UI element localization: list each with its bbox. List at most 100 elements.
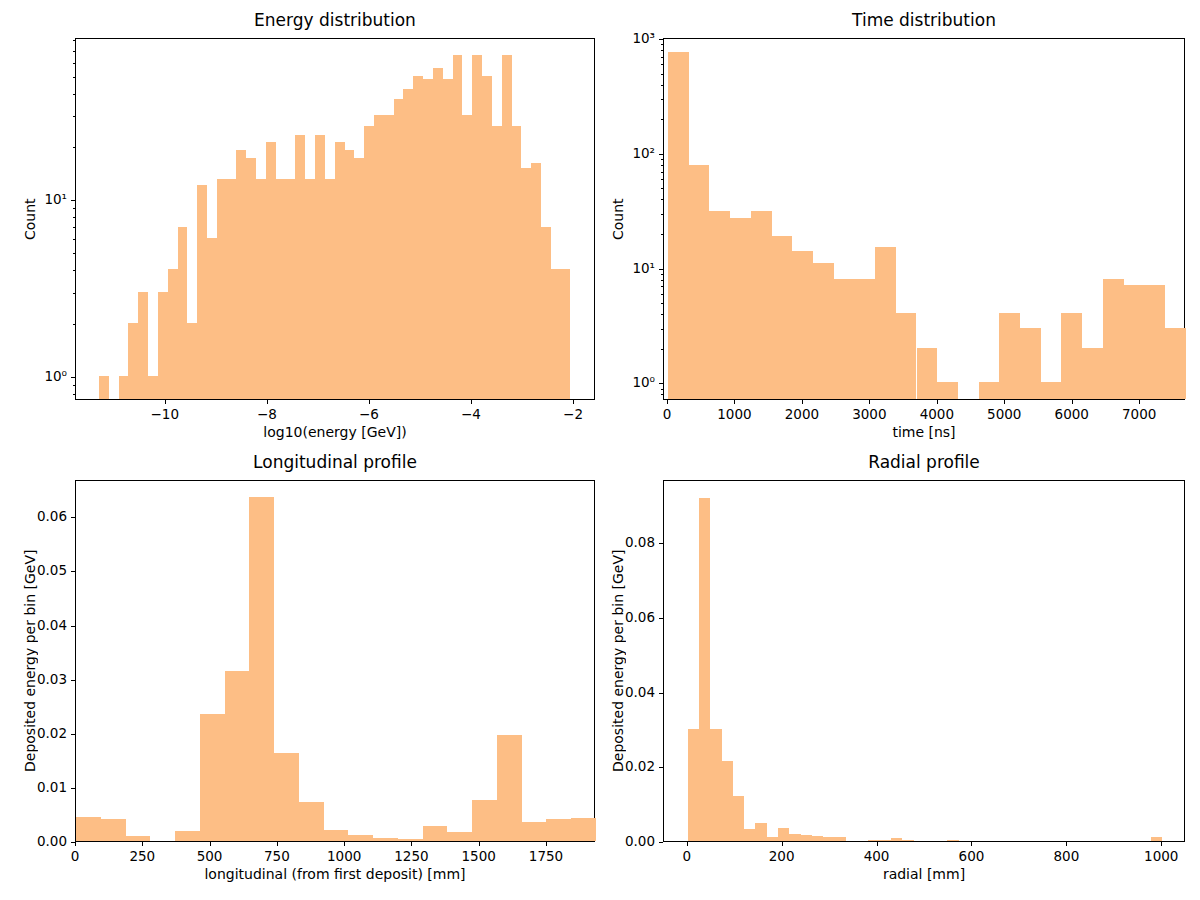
x-tick: [687, 842, 688, 846]
histogram-bar: [119, 376, 129, 399]
y-tick: [659, 39, 663, 40]
x-tick: [1004, 400, 1005, 404]
x-tick-label: 7000: [1099, 406, 1179, 422]
x-tick: [165, 400, 166, 404]
y-minor-tick: [73, 217, 76, 218]
y-minor-tick: [661, 119, 664, 120]
x-tick: [734, 400, 735, 404]
y-tick: [71, 734, 75, 735]
y-minor-tick: [661, 349, 664, 350]
histogram-bar: [126, 836, 151, 841]
x-tick: [210, 842, 211, 846]
histogram-bar: [854, 279, 875, 399]
histogram-bar: [521, 168, 531, 399]
y-minor-tick: [661, 85, 664, 86]
histogram-bar: [423, 826, 448, 841]
y-tick-label: 10³: [603, 30, 655, 46]
y-minor-tick: [73, 94, 76, 95]
histogram-bar: [345, 150, 355, 399]
histogram-bar: [551, 269, 561, 399]
histogram-bar: [709, 211, 730, 399]
y-tick-label: 0.00: [603, 833, 655, 849]
y-minor-tick: [661, 389, 664, 390]
y-minor-tick: [73, 239, 76, 240]
histogram-bar: [394, 99, 404, 399]
histogram-bar: [472, 55, 482, 399]
y-tick-label: 10⁰: [15, 368, 67, 384]
y-tick: [659, 842, 663, 843]
chart-title-time-distribution: Time distribution: [663, 10, 1185, 30]
y-minor-tick: [73, 208, 76, 209]
x-tick: [667, 400, 668, 404]
x-tick: [971, 842, 972, 846]
histogram-bar: [325, 179, 335, 399]
y-minor-tick: [661, 172, 664, 173]
x-tick: [802, 400, 803, 404]
x-tick: [369, 400, 370, 404]
histogram-bar: [801, 835, 812, 841]
x-tick: [277, 842, 278, 846]
y-tick: [659, 693, 663, 694]
histogram-bar: [1020, 328, 1041, 399]
y-tick: [71, 571, 75, 572]
histogram-bar: [227, 179, 237, 399]
histogram-bar: [348, 835, 373, 841]
y-minor-tick: [661, 274, 664, 275]
histogram-bar: [374, 115, 384, 399]
histogram-bar: [1165, 328, 1186, 399]
histogram-bar: [138, 292, 148, 399]
y-minor-tick: [73, 385, 76, 386]
y-minor-tick: [661, 74, 664, 75]
chart-title-energy-distribution: Energy distribution: [75, 10, 595, 30]
histogram-bar: [1151, 837, 1162, 841]
y-axis-label-time: Count: [610, 38, 626, 400]
y-minor-tick: [661, 294, 664, 295]
y-minor-tick: [661, 57, 664, 58]
histogram-bar: [315, 135, 325, 399]
y-minor-tick: [661, 188, 664, 189]
histogram-bar: [512, 126, 522, 399]
y-minor-tick: [661, 50, 664, 51]
y-tick-label: 0.01: [15, 779, 67, 795]
y-tick: [659, 383, 663, 384]
y-minor-tick: [661, 234, 664, 235]
y-tick: [659, 767, 663, 768]
x-tick: [1161, 842, 1162, 846]
x-tick: [267, 400, 268, 404]
histogram-bar: [1082, 348, 1103, 399]
y-minor-tick: [73, 324, 76, 325]
histogram-bar: [158, 292, 168, 399]
y-tick: [659, 154, 663, 155]
x-tick-label: −10: [125, 406, 205, 422]
y-tick-label: 0.05: [15, 562, 67, 578]
y-minor-tick: [661, 303, 664, 304]
y-tick: [71, 680, 75, 681]
histogram-bar: [1061, 313, 1082, 399]
y-minor-tick: [661, 214, 664, 215]
histogram-bar: [744, 829, 755, 841]
histogram-bar: [823, 837, 834, 841]
y-minor-tick: [661, 159, 664, 160]
histogram-bar: [772, 236, 793, 399]
y-tick: [71, 626, 75, 627]
y-tick-label: 0.00: [15, 833, 67, 849]
histogram-bar: [792, 251, 813, 399]
y-minor-tick: [661, 199, 664, 200]
histogram-bar: [276, 179, 286, 399]
x-axis-label-time: time [ns]: [663, 424, 1185, 440]
histogram-bar: [354, 158, 364, 399]
histogram-bar: [413, 76, 423, 399]
y-tick-label: 0.03: [15, 671, 67, 687]
histogram-bar: [751, 211, 772, 399]
histogram-bar: [561, 269, 571, 399]
histogram-bar: [730, 218, 751, 399]
histogram-bar: [462, 115, 472, 399]
x-tick-label: 1750: [506, 848, 586, 864]
y-minor-tick: [661, 329, 664, 330]
histogram-bar: [472, 800, 497, 841]
y-minor-tick: [661, 314, 664, 315]
y-tick-label: 10⁰: [603, 374, 655, 390]
x-tick: [479, 842, 480, 846]
histogram-bar: [812, 836, 823, 841]
histogram-bar: [1144, 285, 1165, 399]
